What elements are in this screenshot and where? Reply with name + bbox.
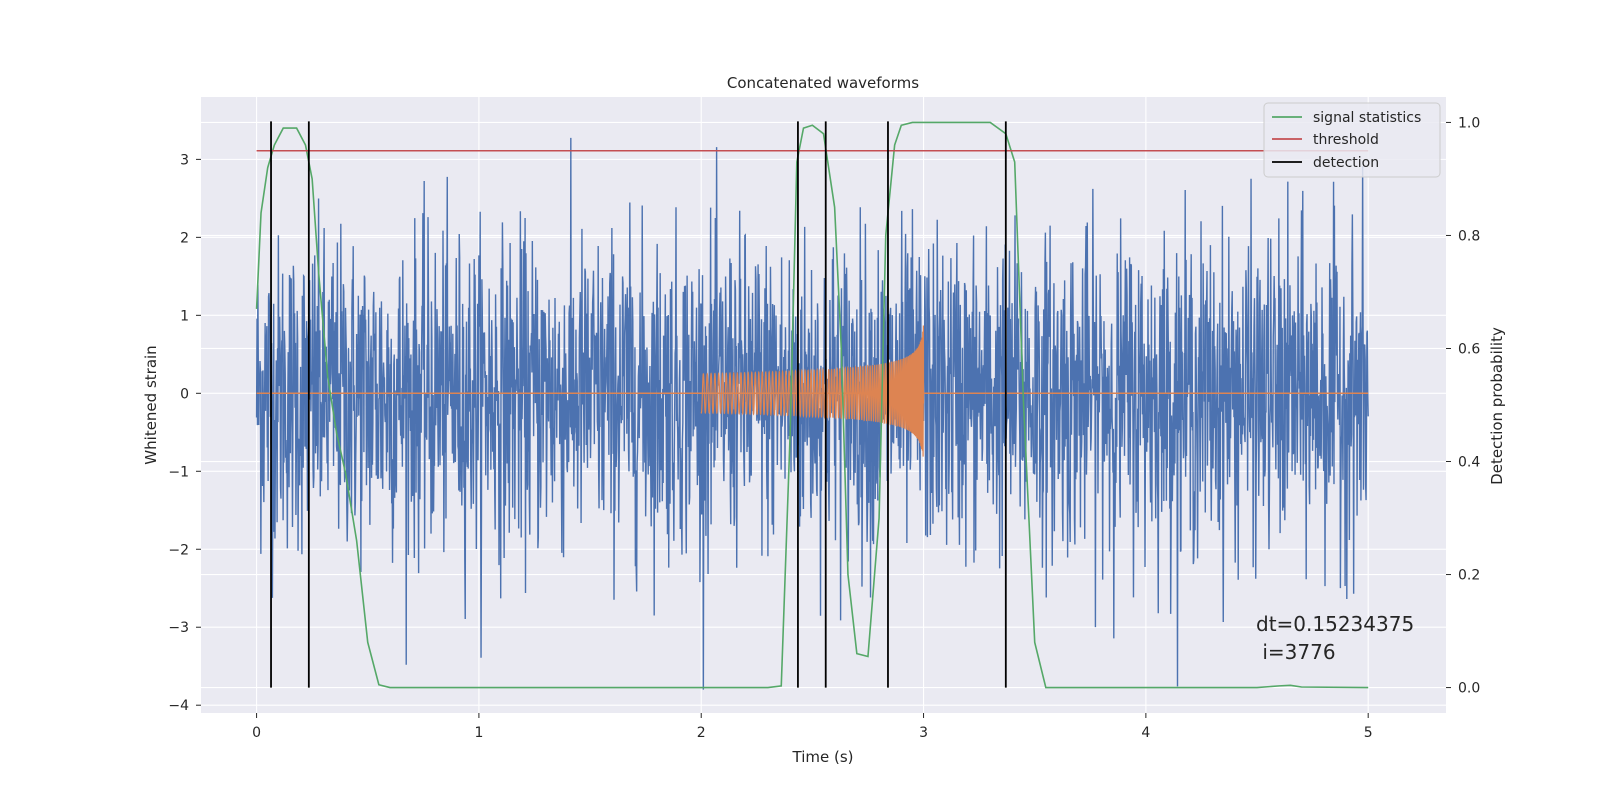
x-tick-label-0: 0 [252, 725, 261, 741]
y-tick-label-3: −1 [168, 464, 189, 480]
y-tick-label-6: 2 [180, 230, 189, 246]
y-tick-label-0: −4 [168, 698, 189, 714]
right-tick-label-4: 0.8 [1458, 228, 1480, 244]
right-axis-ticks: 0.0 0.2 0.4 0.6 0.8 1.0 [1446, 115, 1480, 697]
y-axis-label: Whitened strain [142, 345, 160, 464]
legend-label-detection: detection [1313, 155, 1379, 171]
legend: signal statistics threshold detection [1263, 102, 1441, 178]
y-tick-label-2: −2 [168, 542, 189, 558]
legend-box [1263, 102, 1441, 178]
legend-label-signal-statistics: signal statistics [1313, 110, 1421, 126]
x-tick-label-3: 3 [919, 725, 928, 741]
y-tick-label-7: 3 [180, 152, 189, 168]
plot-area [255, 121, 1369, 690]
annotation-i: i=3776 [1256, 640, 1336, 664]
right-tick-label-5: 1.0 [1458, 115, 1480, 131]
series-line-signal-statistics [255, 121, 1369, 689]
legend-label-threshold: threshold [1313, 132, 1379, 148]
x-axis-label: Time (s) [792, 748, 854, 766]
x-tick-label-2: 2 [697, 725, 706, 741]
right-tick-label-0: 0.0 [1458, 681, 1480, 697]
injected-chirp-line [700, 325, 925, 457]
x-tick-label-5: 5 [1364, 725, 1373, 741]
y-tick-label-1: −3 [168, 620, 189, 636]
right-tick-label-2: 0.4 [1458, 455, 1480, 471]
detection-lines [270, 121, 1007, 688]
x-axis-ticks: 0 1 2 3 4 5 [252, 713, 1373, 741]
y-axis-ticks: −4 −3 −2 −1 0 1 2 3 [168, 152, 201, 714]
right-tick-label-1: 0.2 [1458, 568, 1480, 584]
y-tick-label-5: 1 [180, 308, 189, 324]
right-axis-label: Detection probability [1488, 327, 1506, 485]
x-tick-label-4: 4 [1141, 725, 1150, 741]
x-tick-label-1: 1 [474, 725, 483, 741]
y-tick-label-4: 0 [180, 386, 189, 402]
annotation-dt: dt=0.15234375 [1256, 612, 1414, 636]
right-tick-label-3: 0.6 [1458, 341, 1480, 357]
chart-title: Concatenated waveforms [727, 74, 919, 92]
